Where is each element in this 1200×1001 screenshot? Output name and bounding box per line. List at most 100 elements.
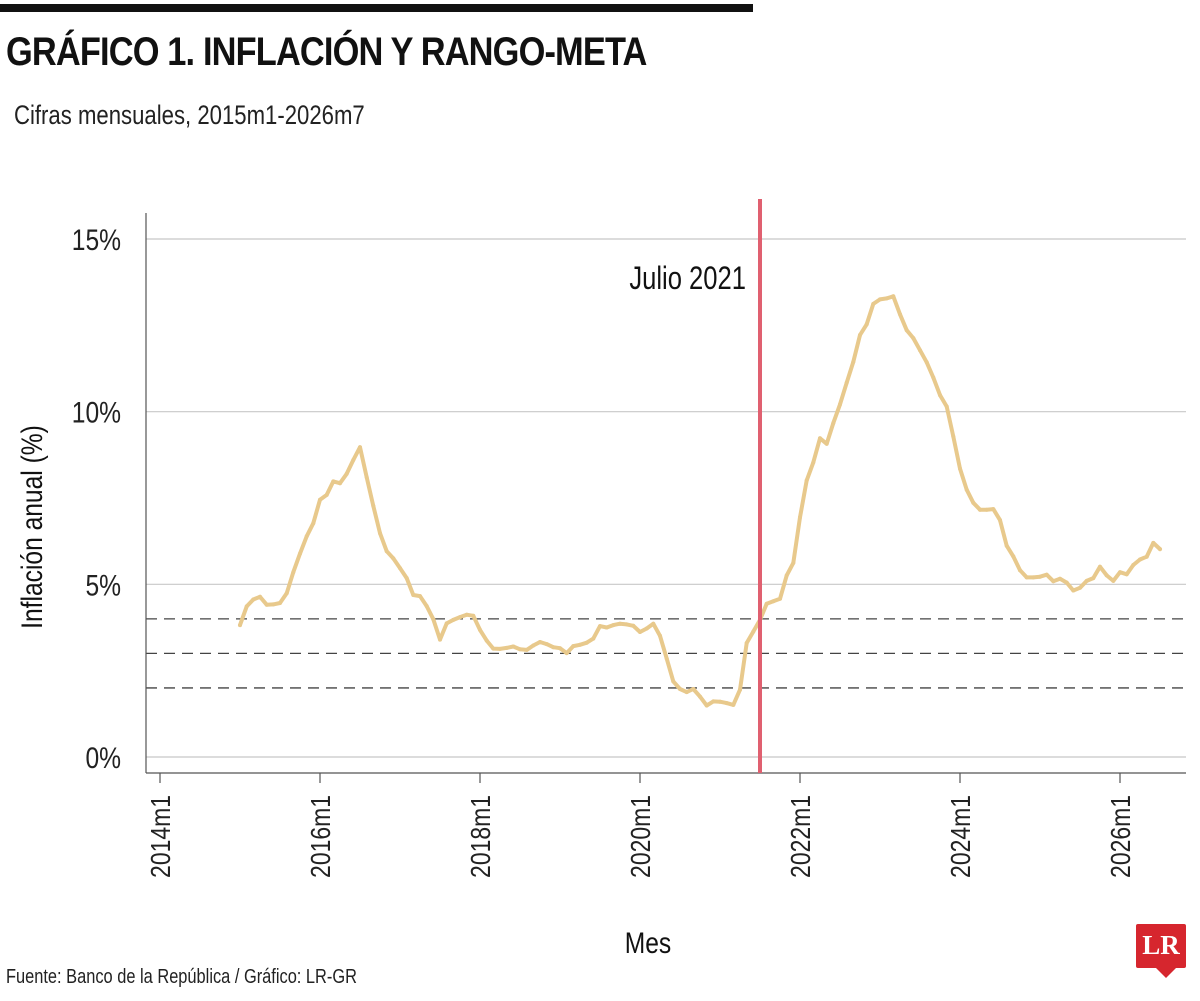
july-2021-marker-label: Julio 2021 bbox=[629, 261, 746, 296]
data-point bbox=[1118, 570, 1122, 575]
data-point bbox=[871, 301, 876, 306]
data-point bbox=[591, 636, 596, 641]
data-point bbox=[351, 458, 356, 462]
data-point bbox=[498, 646, 502, 651]
data-point bbox=[818, 436, 822, 441]
data-point bbox=[1158, 547, 1162, 552]
data-point bbox=[911, 336, 916, 341]
axes bbox=[145, 213, 1186, 783]
data-point bbox=[791, 560, 796, 565]
data-point bbox=[431, 617, 436, 622]
data-point bbox=[1051, 579, 1056, 584]
data-point bbox=[524, 647, 529, 652]
x-tick-labels: 2014m1 2016m1 2018m1 2020m1 2022m1 2024m1 2026… bbox=[146, 795, 1137, 878]
data-point bbox=[611, 623, 616, 628]
data-point bbox=[951, 434, 956, 439]
y-tick-labels: 0% 5% 10% 15% bbox=[72, 223, 121, 775]
data-point bbox=[1044, 572, 1049, 577]
logo-text: LR bbox=[1142, 930, 1180, 960]
data-point bbox=[584, 640, 589, 645]
data-point bbox=[778, 596, 782, 601]
data-point bbox=[938, 393, 942, 398]
lr-logo: LR bbox=[1136, 924, 1186, 978]
data-point bbox=[1151, 540, 1156, 545]
data-point bbox=[978, 507, 982, 512]
data-point bbox=[991, 507, 996, 512]
data-point bbox=[384, 549, 389, 554]
data-point bbox=[624, 622, 629, 627]
data-point bbox=[1064, 580, 1069, 585]
data-point bbox=[964, 487, 969, 492]
data-point bbox=[438, 637, 442, 642]
data-point bbox=[411, 593, 416, 597]
data-point bbox=[1011, 554, 1016, 559]
data-point bbox=[751, 629, 756, 634]
data-point bbox=[364, 475, 369, 480]
x-tick-label: 2014m1 bbox=[146, 795, 177, 878]
data-point bbox=[744, 641, 749, 645]
data-point bbox=[258, 594, 262, 599]
data-point bbox=[798, 515, 802, 520]
data-point bbox=[378, 531, 382, 536]
data-point bbox=[671, 679, 676, 684]
x-tick-label: 2018m1 bbox=[466, 795, 497, 878]
data-point bbox=[238, 623, 242, 628]
data-point bbox=[444, 621, 449, 626]
data-point bbox=[998, 518, 1002, 523]
data-point bbox=[1078, 585, 1082, 590]
data-point bbox=[904, 328, 909, 333]
data-point bbox=[531, 643, 536, 648]
top-rule bbox=[0, 4, 753, 12]
data-point bbox=[551, 645, 556, 650]
y-axis-label: Inflación anual (%) bbox=[15, 425, 49, 629]
data-point bbox=[464, 612, 469, 617]
data-point bbox=[1058, 576, 1062, 581]
data-point bbox=[304, 534, 309, 539]
data-point bbox=[458, 615, 462, 620]
data-point bbox=[644, 626, 649, 631]
data-point bbox=[844, 380, 849, 385]
data-point bbox=[604, 625, 609, 630]
data-point bbox=[484, 638, 489, 643]
data-point bbox=[838, 402, 842, 407]
data-point bbox=[771, 599, 776, 604]
data-point bbox=[558, 646, 562, 651]
data-point bbox=[1004, 543, 1009, 548]
y-tick-label: 15% bbox=[72, 223, 121, 257]
data-point bbox=[571, 644, 576, 649]
x-tick-label: 2016m1 bbox=[306, 795, 337, 878]
data-point bbox=[684, 690, 689, 695]
data-point bbox=[391, 556, 396, 561]
data-point bbox=[538, 640, 542, 644]
x-tick-label: 2020m1 bbox=[626, 795, 657, 878]
data-point bbox=[891, 294, 896, 299]
data-point bbox=[864, 322, 869, 327]
data-point bbox=[291, 570, 296, 575]
data-point bbox=[971, 500, 976, 505]
y-tick-label: 0% bbox=[85, 741, 121, 775]
series-layer bbox=[238, 294, 1162, 708]
data-point bbox=[1111, 578, 1116, 583]
data-point bbox=[958, 466, 962, 471]
y-tick-label: 5% bbox=[85, 568, 121, 602]
data-point bbox=[1031, 575, 1036, 580]
data-point bbox=[578, 642, 582, 647]
data-point bbox=[704, 703, 709, 708]
data-point bbox=[691, 687, 696, 691]
data-point bbox=[664, 656, 669, 661]
data-point bbox=[1131, 563, 1136, 567]
data-point bbox=[1138, 557, 1142, 562]
data-point bbox=[724, 701, 729, 706]
x-tick-label: 2022m1 bbox=[786, 795, 817, 878]
data-point bbox=[518, 647, 522, 652]
data-point bbox=[331, 479, 336, 484]
data-point bbox=[824, 441, 829, 446]
data-point bbox=[631, 623, 636, 628]
data-point bbox=[731, 702, 736, 707]
data-point bbox=[658, 633, 662, 638]
data-point bbox=[784, 573, 789, 578]
data-point bbox=[1018, 568, 1022, 573]
inflation-series-line bbox=[238, 294, 1162, 708]
data-point bbox=[264, 602, 269, 607]
